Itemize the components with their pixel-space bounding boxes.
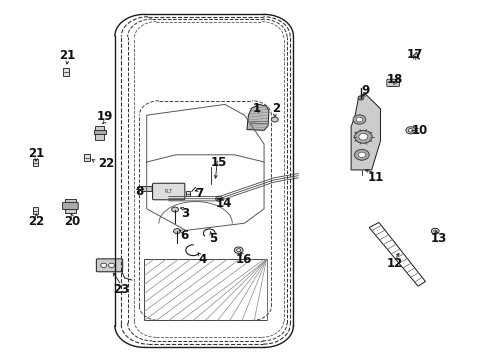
Polygon shape	[84, 154, 89, 161]
Circle shape	[357, 152, 365, 158]
Text: 19: 19	[97, 111, 113, 123]
Polygon shape	[350, 94, 380, 170]
Bar	[95, 126, 104, 140]
Text: 15: 15	[210, 156, 227, 169]
Text: 8: 8	[135, 185, 143, 198]
Text: 10: 10	[410, 124, 427, 137]
Circle shape	[355, 117, 362, 122]
Polygon shape	[33, 207, 38, 214]
Circle shape	[173, 229, 180, 234]
Circle shape	[234, 247, 243, 253]
Circle shape	[171, 207, 178, 212]
Text: 20: 20	[64, 215, 81, 228]
Bar	[94, 130, 105, 134]
Circle shape	[352, 115, 365, 124]
Text: 7: 7	[195, 187, 203, 200]
Circle shape	[433, 230, 436, 232]
FancyBboxPatch shape	[152, 183, 184, 200]
Text: 21: 21	[28, 147, 45, 159]
Text: 22: 22	[28, 215, 45, 228]
Text: 1: 1	[252, 102, 260, 115]
Text: 17: 17	[406, 48, 422, 61]
Circle shape	[215, 196, 222, 201]
Bar	[65, 199, 76, 213]
Circle shape	[101, 263, 106, 267]
Circle shape	[354, 149, 368, 160]
Text: 4: 4	[199, 253, 206, 266]
FancyBboxPatch shape	[142, 186, 152, 192]
Polygon shape	[33, 159, 38, 166]
Circle shape	[405, 127, 415, 134]
Text: 23: 23	[113, 283, 129, 296]
Text: 18: 18	[386, 73, 403, 86]
Polygon shape	[412, 52, 419, 59]
Text: 22: 22	[98, 157, 115, 170]
Bar	[144, 259, 266, 320]
Circle shape	[358, 134, 367, 140]
Text: 13: 13	[430, 232, 447, 245]
Circle shape	[236, 249, 240, 252]
FancyBboxPatch shape	[96, 259, 122, 272]
Circle shape	[354, 130, 371, 143]
Text: 2: 2	[272, 102, 280, 115]
Circle shape	[108, 263, 114, 267]
Text: 11: 11	[366, 171, 383, 184]
Text: 14: 14	[215, 197, 232, 210]
Text: 21: 21	[59, 49, 76, 62]
Text: PLT: PLT	[164, 189, 172, 194]
FancyBboxPatch shape	[386, 79, 399, 86]
Text: 9: 9	[361, 84, 369, 97]
Text: 5: 5	[208, 232, 216, 245]
Polygon shape	[246, 104, 268, 130]
Text: 16: 16	[235, 253, 251, 266]
Circle shape	[271, 117, 278, 122]
Polygon shape	[186, 191, 190, 196]
Circle shape	[430, 228, 438, 234]
Polygon shape	[63, 68, 69, 76]
FancyBboxPatch shape	[62, 202, 78, 210]
Text: 3: 3	[181, 207, 188, 220]
Circle shape	[407, 129, 412, 132]
Circle shape	[357, 96, 363, 100]
Text: 12: 12	[386, 257, 403, 270]
Text: 6: 6	[181, 229, 188, 242]
